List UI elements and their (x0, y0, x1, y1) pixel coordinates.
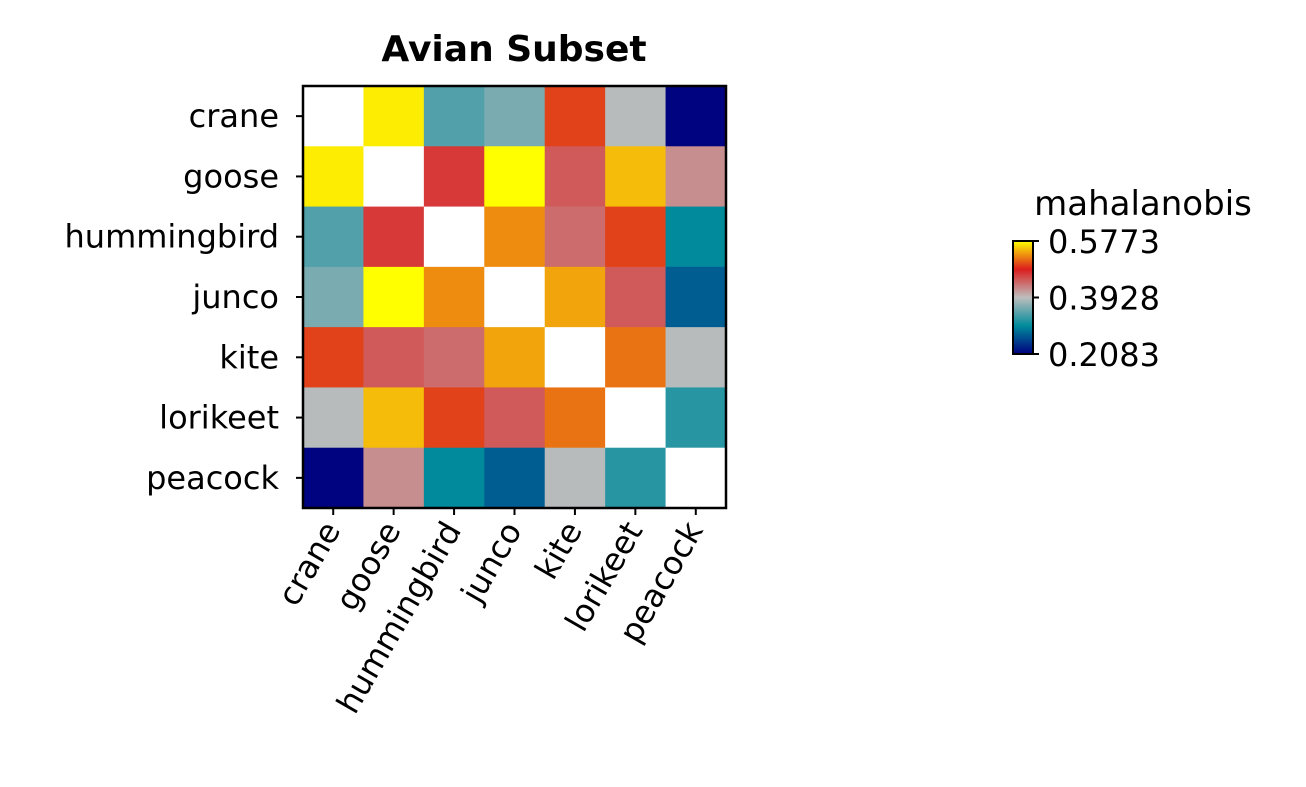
heatmap-cell-goose-hummingbird (423, 146, 485, 208)
y-tick-label: crane (189, 97, 279, 135)
heatmap-cell-crane-crane (303, 86, 364, 147)
heatmap-cell-goose-crane (303, 146, 364, 208)
heatmap-cell-hummingbird-crane (303, 206, 364, 268)
heatmap-cell-kite-hummingbird (423, 327, 485, 388)
heatmap-cell-kite-peacock (665, 327, 727, 388)
colorbar-ticks: 0.5773 0.3928 0.2083 (1033, 223, 1160, 374)
heatmap-cell-kite-crane (303, 327, 364, 388)
y-tick-label: peacock (146, 459, 279, 497)
heatmap-cell-lorikeet-peacock (665, 387, 727, 449)
heatmap-cell-junco-junco (484, 266, 546, 328)
heatmap-cell-crane-lorikeet (605, 86, 667, 147)
heatmap-cell-crane-kite (544, 86, 606, 147)
heatmap-cell-kite-lorikeet (605, 327, 667, 388)
colorbar-tick-label: 0.5773 (1048, 223, 1160, 261)
heatmap-cell-lorikeet-kite (544, 387, 606, 449)
colorbar: mahalanobis 0.5773 0.3928 0.2083 (1012, 184, 1252, 374)
heatmap-cell-peacock-lorikeet (605, 447, 667, 509)
heatmap-cell-crane-hummingbird (423, 86, 485, 147)
heatmap-cell-hummingbird-goose (363, 206, 425, 268)
heatmap-cells (303, 86, 727, 509)
heatmap-cell-peacock-hummingbird (423, 447, 485, 509)
y-axis: crane goose hummingbird junco kite lorikeet pe… (65, 97, 303, 497)
heatmap-cell-lorikeet-goose (363, 387, 425, 449)
heatmap-cell-peacock-junco (484, 447, 546, 509)
heatmap-cell-hummingbird-junco (484, 206, 546, 268)
x-tick-label: junco (453, 515, 530, 610)
heatmap-cell-lorikeet-crane (303, 387, 364, 449)
heatmap-cell-junco-crane (303, 266, 364, 328)
heatmap-cell-kite-goose (363, 327, 425, 388)
chart-title: Avian Subset (381, 29, 646, 70)
y-tick-label: goose (183, 157, 279, 195)
heatmap-cell-lorikeet-junco (484, 387, 546, 449)
colorbar-tick-label: 0.2083 (1048, 336, 1160, 374)
heatmap-cell-junco-goose (363, 266, 425, 328)
y-tick-label: junco (191, 278, 279, 316)
heatmap-cell-peacock-kite (544, 447, 606, 509)
heatmap-cell-goose-junco (484, 146, 546, 208)
x-tick-label: kite (527, 515, 590, 586)
heatmap-cell-junco-hummingbird (423, 266, 485, 328)
heatmap-cell-lorikeet-hummingbird (423, 387, 485, 449)
heatmap-cell-peacock-peacock (665, 447, 727, 509)
y-tick-label: hummingbird (65, 218, 280, 256)
heatmap-cell-junco-lorikeet (605, 266, 667, 328)
heatmap-cell-hummingbird-peacock (665, 206, 727, 268)
y-tick-label: kite (219, 338, 279, 376)
colorbar-tick-label: 0.3928 (1048, 280, 1160, 318)
heatmap-cell-goose-lorikeet (605, 146, 667, 208)
heatmap-cell-hummingbird-lorikeet (605, 206, 667, 268)
colorbar-gradient (1012, 240, 1034, 355)
y-tick-label: lorikeet (159, 399, 279, 437)
x-axis: cranegoosehummingbirdjuncokitelorikeetpe… (270, 508, 711, 720)
heatmap-cell-lorikeet-lorikeet (605, 387, 667, 449)
heatmap-cell-goose-kite (544, 146, 606, 208)
heatmap-cell-goose-goose (363, 146, 425, 208)
heatmap-cell-kite-kite (544, 327, 606, 388)
heatmap-cell-goose-peacock (665, 146, 727, 208)
heatmap-cell-crane-peacock (665, 86, 727, 147)
heatmap-cell-junco-peacock (665, 266, 727, 328)
heatmap-cell-crane-junco (484, 86, 546, 147)
heatmap-cell-junco-kite (544, 266, 606, 328)
colorbar-label: mahalanobis (1034, 184, 1252, 224)
heatmap-cell-peacock-goose (363, 447, 425, 509)
heatmap-cell-peacock-crane (303, 447, 364, 509)
heatmap-cell-hummingbird-hummingbird (423, 206, 485, 268)
heatmap-cell-hummingbird-kite (544, 206, 606, 268)
heatmap-cell-kite-junco (484, 327, 546, 388)
heatmap-cell-crane-goose (363, 86, 425, 147)
